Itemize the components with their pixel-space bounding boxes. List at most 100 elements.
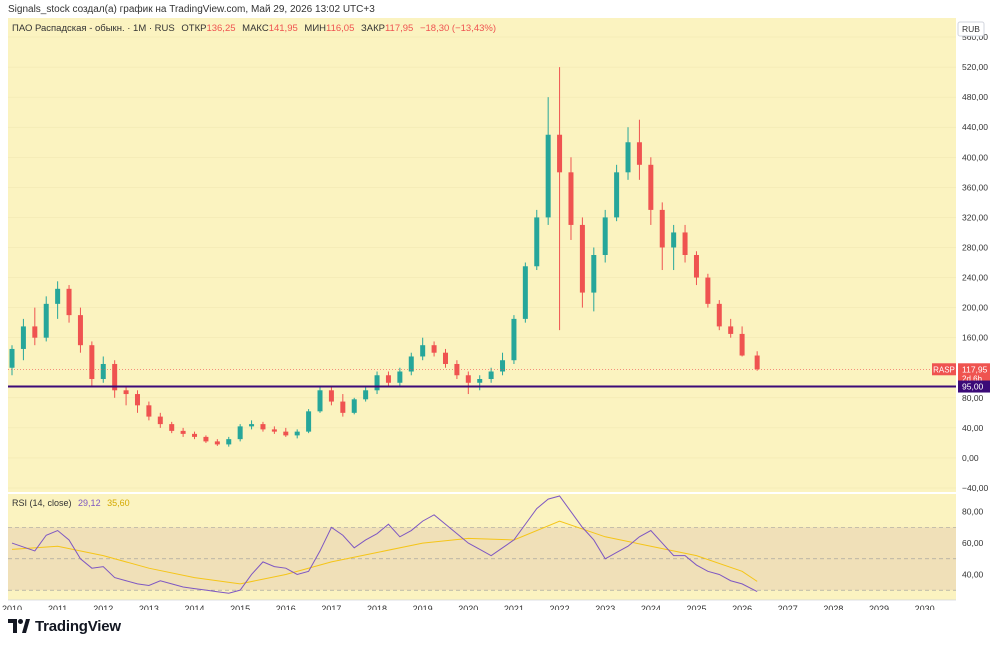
level-label: 95,00 — [962, 382, 984, 392]
currency-badge[interactable] — [957, 21, 985, 37]
high-label: МАКС — [242, 23, 269, 34]
price-tick-label: 360,00 — [962, 182, 988, 192]
time-tick-label: 2011 — [48, 604, 67, 610]
time-axis[interactable]: 2010 2011 2012 2013 2014 2015 2016 2017 2018 2019… — [2, 599, 956, 610]
time-tick-label: 2026 — [732, 604, 752, 610]
change-value: −18,30 (−13,43%) — [420, 23, 496, 34]
candle-body — [260, 424, 266, 430]
time-tick-label: 2025 — [686, 604, 706, 610]
price-tick-label: 280,00 — [962, 242, 988, 252]
candle-body — [465, 375, 471, 383]
time-tick-label: 2018 — [367, 604, 387, 610]
ticker-label: RASP — [933, 365, 955, 374]
price-tick-label: −40,00 — [962, 483, 989, 493]
time-tick-label: 2019 — [413, 604, 433, 610]
candle-body — [705, 277, 711, 304]
symbol-label: ПАО Распадская - обыкн. · 1M · RUS — [12, 23, 175, 34]
candle-body — [271, 429, 277, 432]
last-price-label: 117,95 — [962, 364, 988, 374]
footer-logo[interactable]: TradingView — [8, 616, 121, 636]
footer-brand: TradingView — [35, 617, 121, 635]
rsi-legend: RSI (14, close) 29,12 35,60 — [12, 498, 130, 508]
candle-body — [9, 348, 15, 368]
candle-body — [579, 224, 585, 293]
candle-body — [169, 424, 175, 431]
candle-body — [636, 142, 642, 165]
high-value: 141,95 — [269, 23, 298, 34]
candle-body — [522, 266, 528, 319]
price-badges: RASP 117,95 2d 6h 95,00 — [932, 363, 990, 393]
main-pane-background — [8, 18, 956, 492]
rsi-tick-label: 40,00 — [962, 569, 984, 579]
candle-body — [511, 318, 517, 361]
open-value: 136,25 — [206, 23, 235, 34]
price-tick-label: 440,00 — [962, 122, 988, 132]
price-tick-label: 0,00 — [962, 453, 979, 463]
time-tick-label: 2028 — [823, 604, 843, 610]
chart-legend: ПАО Распадская - обыкн. · 1M · RUS ОТКР1… — [12, 23, 496, 34]
candle-body — [682, 232, 688, 255]
candle-body — [294, 431, 300, 436]
rsi-tick-label: 80,00 — [962, 507, 984, 517]
candle-body — [739, 333, 745, 356]
candle-body — [20, 326, 26, 349]
rsi-grid — [8, 527, 956, 591]
rsi-ma-line — [11, 520, 758, 585]
candle-body — [374, 375, 380, 391]
price-tick-label: 560,00 — [962, 32, 988, 42]
price-tick-label: 400,00 — [962, 152, 988, 162]
time-tick-label: 2023 — [595, 604, 615, 610]
price-tick-label: 160,00 — [962, 333, 988, 343]
candle-body — [591, 255, 597, 293]
currency-label: RUB — [962, 24, 980, 34]
low-label: МИН — [304, 23, 326, 34]
time-tick-label: 2012 — [93, 604, 113, 610]
rsi-line — [11, 495, 758, 594]
time-tick-label: 2024 — [641, 604, 661, 610]
time-tick-label: 2014 — [185, 604, 205, 610]
level-badge — [958, 380, 990, 393]
price-axis[interactable]: 560,00 520,00 480,00 440,00 400,00 360,00 320,… — [962, 32, 989, 493]
attribution-text: Signals_stock создал(а) график на Tradin… — [8, 4, 375, 15]
candle-body — [693, 255, 699, 278]
rsi-label: RSI (14, close) — [12, 498, 72, 508]
candle-body — [157, 416, 163, 425]
time-tick-label: 2015 — [230, 604, 250, 610]
candle-body — [614, 172, 620, 218]
candle-body — [283, 431, 289, 436]
candle-body — [340, 401, 346, 413]
candles — [9, 67, 760, 447]
price-tick-label: 320,00 — [962, 212, 988, 222]
candle-body — [328, 390, 334, 402]
candle-body — [385, 375, 391, 383]
time-tick-label: 2016 — [276, 604, 296, 610]
time-tick-label: 2020 — [458, 604, 478, 610]
candle-body — [237, 426, 243, 440]
candle-body — [420, 345, 426, 357]
candle-body — [754, 355, 760, 370]
chart[interactable]: ПАО Распадская - обыкн. · 1M · RUS ОТКР1… — [0, 18, 1000, 610]
candle-body — [488, 371, 494, 380]
tradingview-logo-icon — [8, 619, 30, 633]
candle-body — [317, 390, 323, 412]
candle-body — [500, 360, 506, 372]
price-tick-label: 80,00 — [962, 393, 984, 403]
candle-body — [716, 303, 722, 327]
candle-body — [226, 439, 232, 445]
price-tick-label: 520,00 — [962, 62, 988, 72]
candle-body — [625, 142, 631, 173]
time-tick-label: 2029 — [869, 604, 889, 610]
candle-body — [192, 433, 198, 437]
candle-body — [442, 352, 448, 364]
rsi-axis[interactable]: 80,00 60,00 40,00 — [962, 507, 984, 580]
close-label: ЗАКР — [361, 23, 385, 34]
time-tick-label: 2027 — [778, 604, 798, 610]
candle-body — [43, 303, 49, 338]
time-tick-label: 2021 — [504, 604, 524, 610]
candle-body — [659, 209, 665, 248]
candle-body — [351, 399, 357, 413]
candle-body — [728, 326, 734, 334]
time-tick-label: 2010 — [2, 604, 22, 610]
candle-body — [408, 356, 414, 372]
candle-body — [89, 345, 95, 380]
